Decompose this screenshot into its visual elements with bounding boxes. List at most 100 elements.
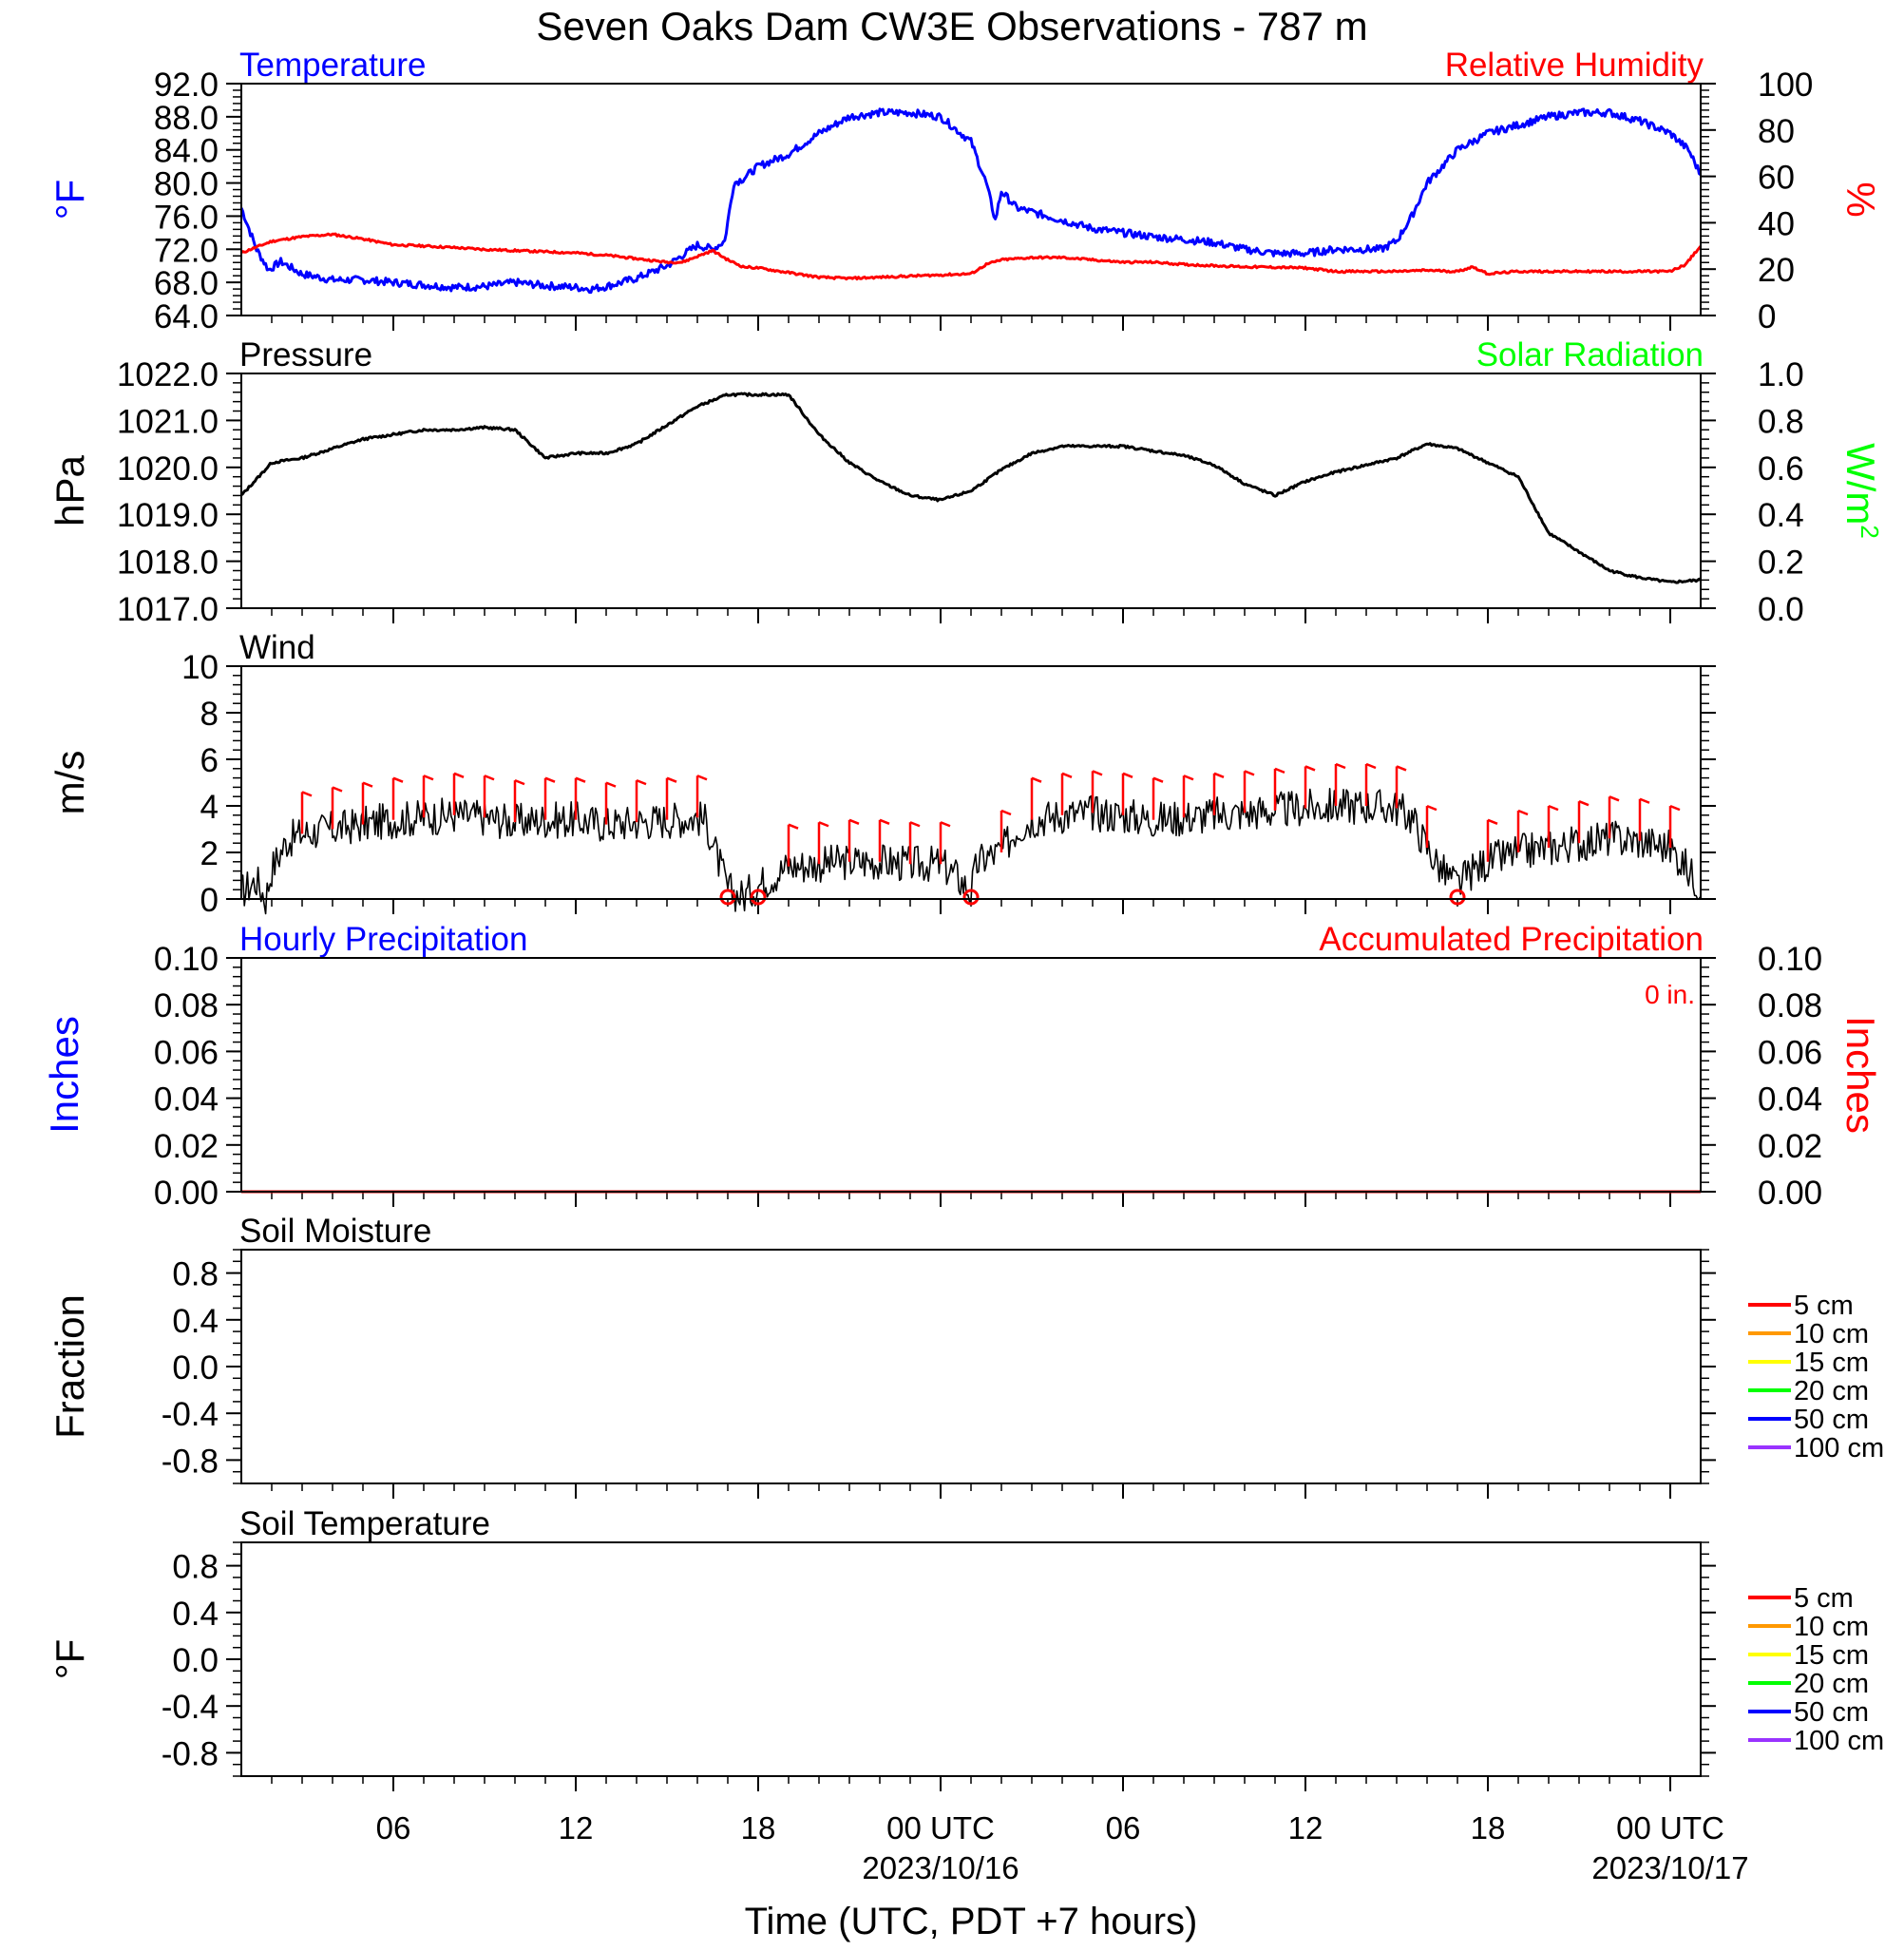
legend-label: 50 cm: [1794, 1697, 1869, 1728]
legend-label: 10 cm: [1794, 1612, 1869, 1642]
panel-left-title: Temperature: [239, 47, 426, 84]
wind-barb-flag: [879, 818, 890, 825]
left-tick-label: 0.00: [154, 1175, 219, 1212]
wind-barb-flag: [1061, 772, 1073, 778]
right-tick-label: 40: [1758, 205, 1795, 242]
time-tick-label: 18: [741, 1810, 776, 1846]
left-tick-label: 0.02: [154, 1128, 219, 1165]
left-tick-label: 0.10: [154, 941, 219, 978]
wind-barb-flag: [1487, 818, 1498, 825]
panel-wind: 10 8 6 4 2 0 Wind m/s: [48, 629, 1716, 919]
right-tick-label: 0: [1758, 298, 1776, 335]
panel-left-title: Soil Moisture: [239, 1213, 431, 1250]
left-axis-unit: °F: [48, 1639, 92, 1679]
right-tick-label: 0.06: [1758, 1034, 1822, 1071]
right-tick-label: 100: [1758, 67, 1813, 104]
right-tick-label: 60: [1758, 160, 1795, 197]
left-axis-unit: m/s: [48, 751, 92, 815]
right-axis-unit: Inches: [1838, 1016, 1883, 1134]
wind-barb-flag: [1639, 797, 1650, 804]
wind-barb-flag: [1548, 804, 1559, 812]
wind-barb-flag: [1031, 776, 1042, 783]
legend-label: 20 cm: [1794, 1669, 1869, 1699]
right-tick-label: 0.4: [1758, 497, 1804, 534]
wind-barb-flag: [423, 775, 434, 781]
legend-label: 100 cm: [1794, 1433, 1884, 1463]
panel-frame: [240, 373, 1702, 609]
panel-frame: [240, 1249, 1702, 1484]
wind-barb-flag: [818, 821, 829, 828]
left-tick-label: 80.0: [154, 166, 219, 203]
left-axis-unit: Inches: [42, 1016, 86, 1134]
left-tick-label: 0.0: [172, 1642, 219, 1679]
wind-barb-flag: [484, 775, 495, 781]
legend-label: 5 cm: [1794, 1291, 1854, 1321]
wind-barb-flag: [1669, 804, 1681, 812]
time-tick-label: 00 UTC: [886, 1810, 995, 1846]
left-tick-label: 1017.0: [117, 591, 219, 628]
wind-barb-flag: [514, 778, 525, 786]
wind-barb-flag: [575, 776, 586, 783]
wind-barb-flag: [1396, 765, 1407, 772]
panel-frame: [240, 1541, 1702, 1777]
left-tick-label: 72.0: [154, 232, 219, 269]
right-tick-label: 0.02: [1758, 1128, 1822, 1165]
right-tick-label: 0.08: [1758, 987, 1822, 1024]
panel-right-title: Relative Humidity: [1445, 47, 1704, 84]
wind-barb-flag: [544, 776, 556, 783]
wind-barb-flag: [1609, 795, 1620, 802]
panel-frame: [240, 83, 1702, 316]
left-tick-label: 0: [200, 882, 219, 919]
left-tick-label: 0.4: [172, 1596, 219, 1633]
left-tick-label: 76.0: [154, 199, 219, 236]
wind-barb-flag: [1578, 800, 1590, 807]
right-tick-label: 20: [1758, 252, 1795, 289]
wind-barb-flag: [1304, 765, 1316, 772]
humidity-line: [240, 232, 1703, 281]
left-tick-label: 4: [200, 789, 219, 826]
left-axis-unit: Fraction: [48, 1294, 92, 1439]
left-axis-unit: °F: [48, 180, 92, 220]
wind-barb-flag: [1244, 770, 1255, 776]
wind-barb-flag: [301, 791, 313, 797]
right-tick-label: 0.2: [1758, 545, 1804, 582]
calm-wind-circle: [1449, 889, 1466, 906]
right-axis-unit: %: [1838, 182, 1883, 217]
wind-barb-flag: [1426, 804, 1438, 812]
wind-barb-flag: [605, 781, 617, 788]
right-tick-label: 0.8: [1758, 403, 1804, 440]
legend-label: 15 cm: [1794, 1348, 1869, 1378]
wind-barb-flag: [1517, 809, 1529, 816]
right-axis-unit-superscript: 2: [1856, 525, 1884, 538]
wind-barb-flag: [909, 821, 921, 828]
time-date-label: 2023/10/17: [1591, 1850, 1748, 1885]
left-tick-label: -0.4: [162, 1689, 219, 1726]
wind-barb-flag: [453, 772, 465, 778]
accumulated-total-label: 0 in.: [1645, 980, 1695, 1009]
time-axis: 06 12 18 00 UTC 2023/10/16 06 12 18 00 UTC 2023/1…: [376, 1810, 1749, 1885]
left-tick-label: 10: [181, 649, 219, 686]
time-tick-label: 12: [1288, 1810, 1323, 1846]
right-tick-label: 0.04: [1758, 1081, 1822, 1119]
panel-frame: [240, 957, 1702, 1193]
right-tick-label: 0.0: [1758, 591, 1804, 628]
left-tick-label: 1022.0: [117, 356, 219, 393]
legend-label: 100 cm: [1794, 1726, 1884, 1756]
panel-pressure: 1022.0 1021.0 1020.0 1019.0 1018.0 1017.0 1.0 0…: [48, 336, 1884, 628]
left-tick-label: 88.0: [154, 100, 219, 137]
time-tick-label: 06: [1106, 1810, 1141, 1846]
wind-barb-flag: [332, 786, 343, 793]
wind-barb-flag: [392, 776, 404, 783]
panel-left-title: Soil Temperature: [239, 1505, 490, 1542]
wind-barb-flag: [362, 781, 373, 788]
calm-wind-circle: [962, 889, 980, 906]
wind-barb-flag: [666, 776, 677, 783]
right-axis-unit: W/m2: [1838, 443, 1884, 539]
legend-label: 5 cm: [1794, 1583, 1854, 1614]
wind-speed-line: [240, 788, 1702, 915]
left-tick-label: -0.8: [162, 1735, 219, 1772]
wind-barb-flag: [1183, 775, 1194, 781]
panel-right-title: Accumulated Precipitation: [1319, 921, 1704, 958]
